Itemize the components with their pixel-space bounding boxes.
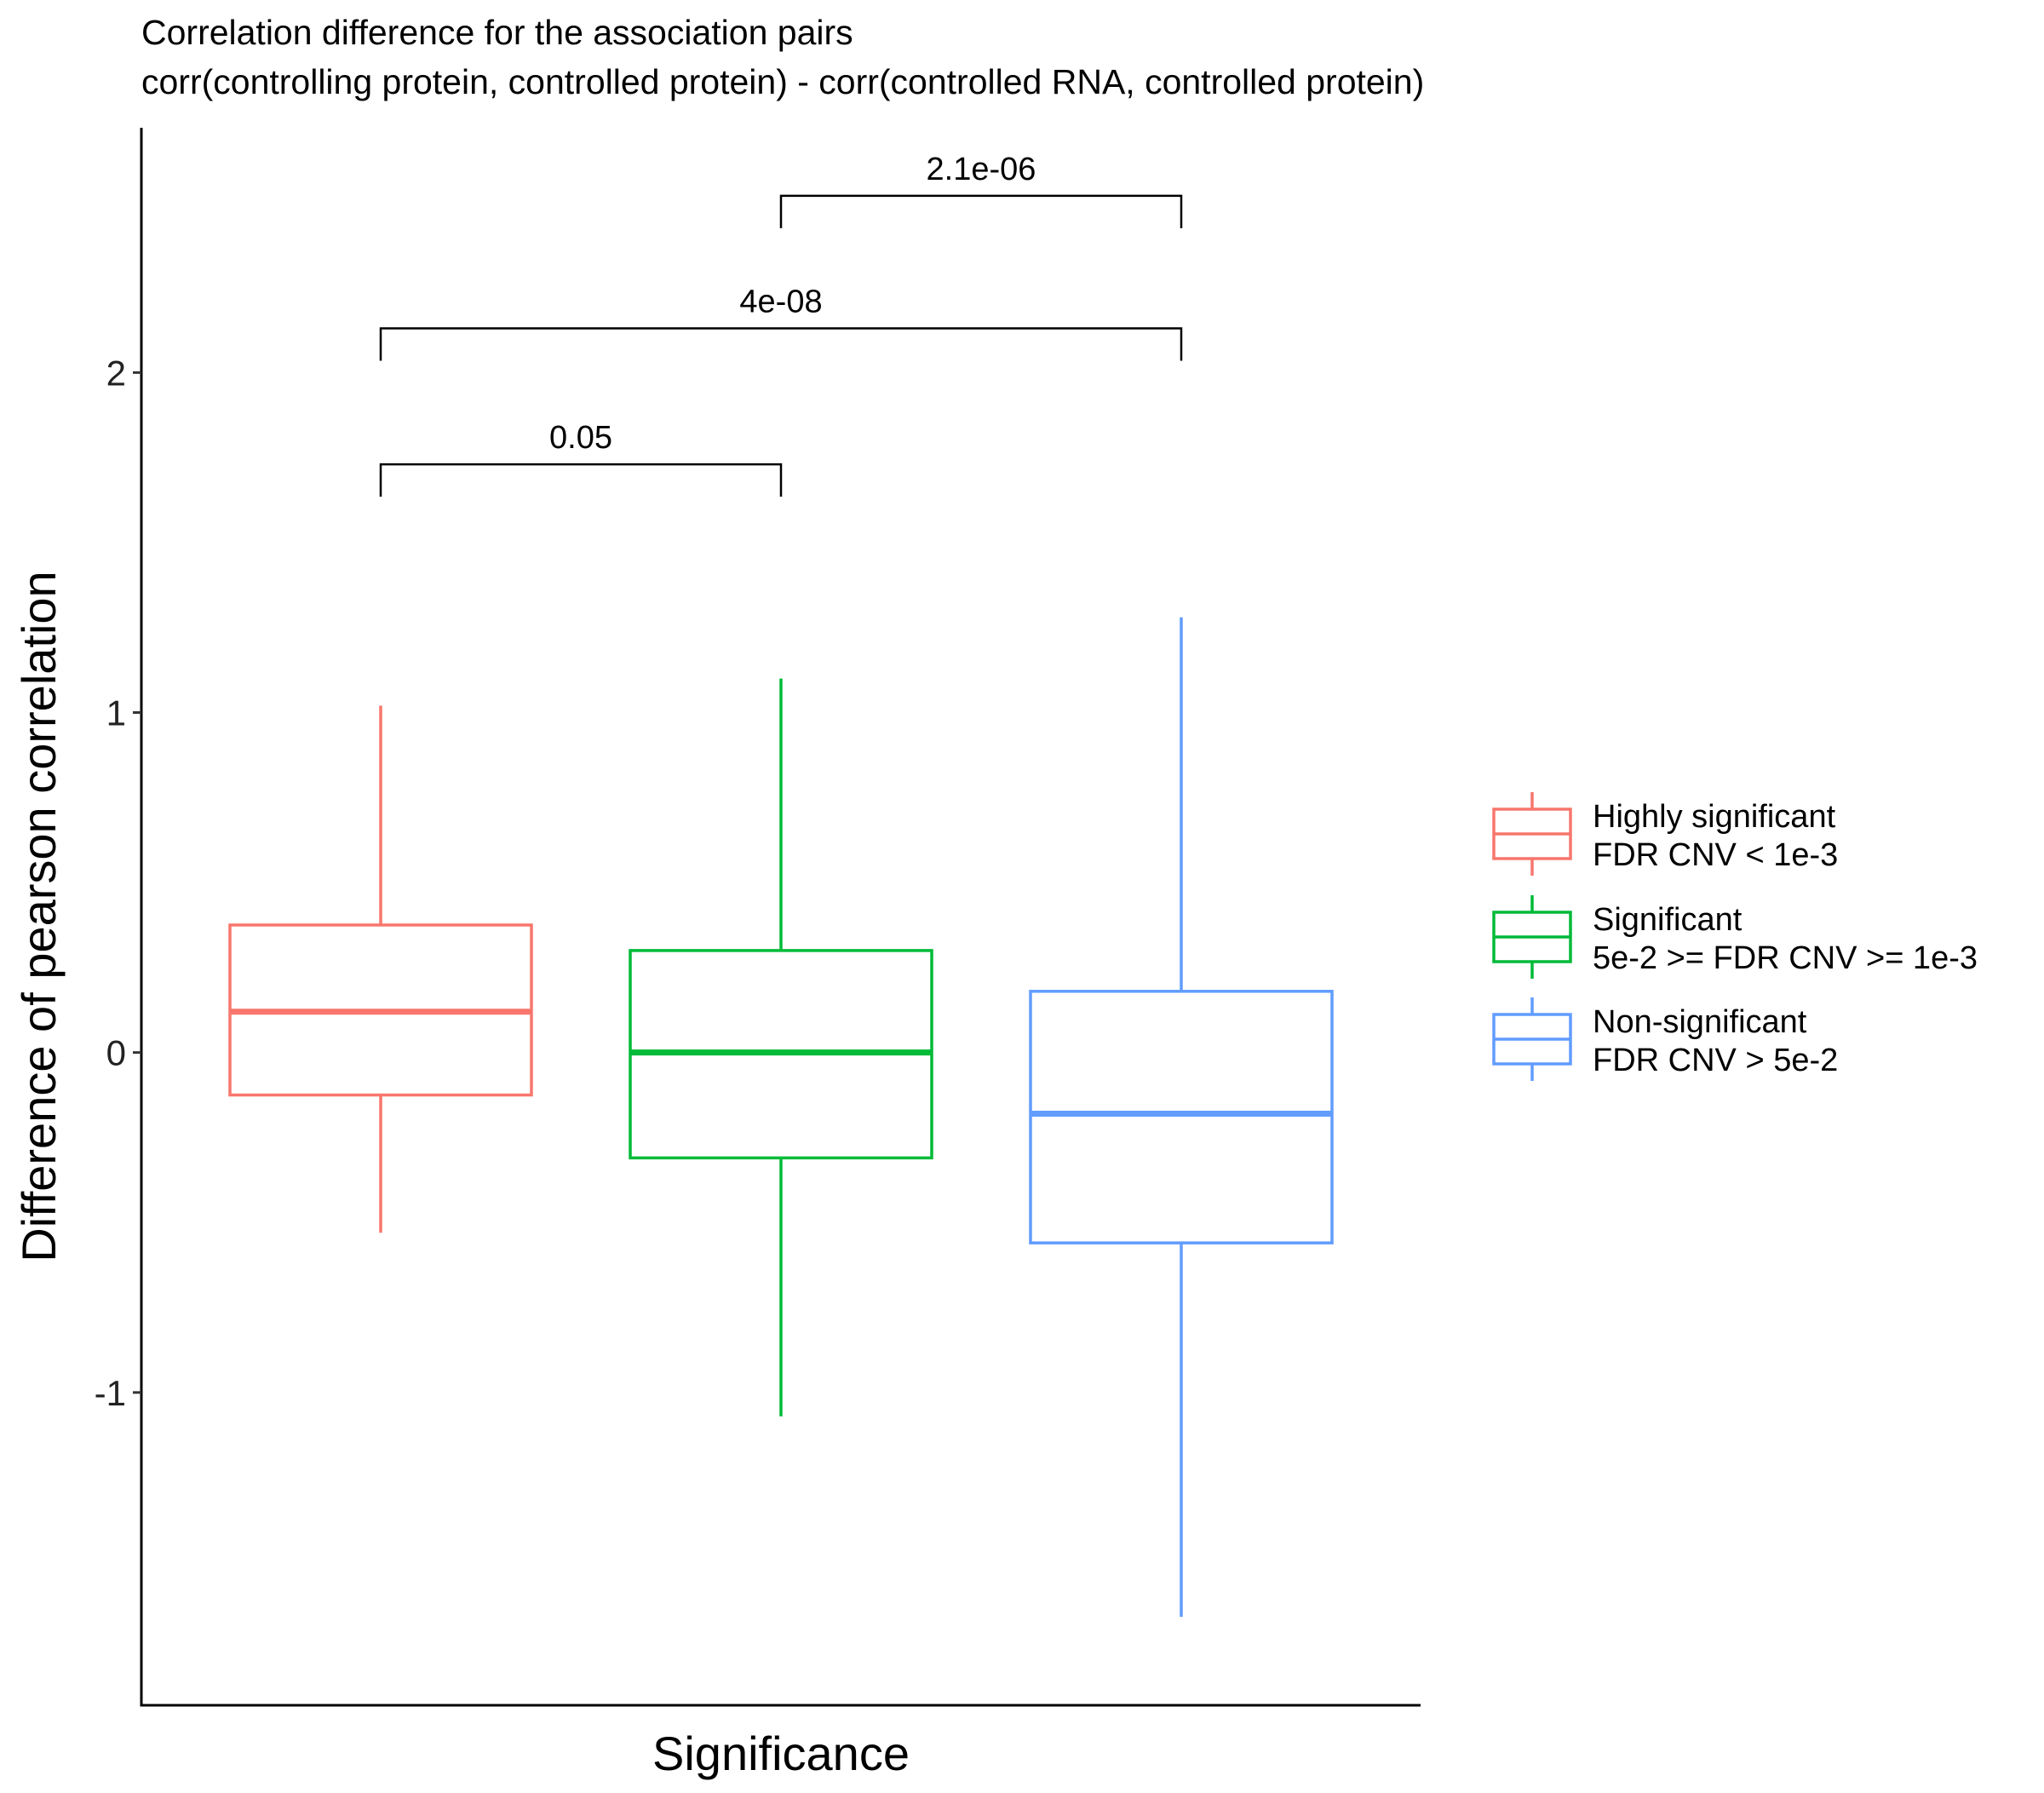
significance-bracket: 4e-08: [379, 284, 1183, 361]
legend-key: [1492, 997, 1572, 1081]
legend-label: Highly significant FDR CNV < 1e-3: [1593, 799, 1838, 873]
y-tick-label: 0: [106, 1033, 126, 1073]
bracket-line: [379, 327, 1183, 361]
y-axis-title: Difference of pearson correlation: [12, 571, 66, 1261]
box-group: [629, 678, 933, 1417]
bracket-line: [379, 463, 783, 497]
legend-item: Significant 5e-2 >= FDR CNV >= 1e-3: [1492, 895, 1978, 979]
legend-key: [1492, 792, 1572, 876]
bracket-line: [779, 194, 1183, 228]
box-group: [1029, 617, 1334, 1618]
legend-label: Non-significant FDR CNV > 5e-2: [1593, 1004, 1838, 1078]
legend: Highly significant FDR CNV < 1e-3 Signific…: [1492, 792, 1978, 1081]
p-value-label: 4e-08: [739, 284, 822, 319]
legend-key: [1492, 895, 1572, 979]
x-axis-title: Significance: [652, 1727, 910, 1780]
box-group: [228, 705, 533, 1233]
y-tick-label: 1: [106, 693, 126, 733]
y-ticks: -1 0 1 2: [95, 353, 141, 1413]
iqr-box: [1029, 990, 1334, 1244]
significance-bracket: 0.05: [379, 420, 783, 497]
chart-subtitle: corr(controlling protein, controlled pro…: [141, 62, 1424, 101]
legend-item: Highly significant FDR CNV < 1e-3: [1492, 792, 1838, 876]
chart-title: Correlation difference for the associati…: [141, 13, 853, 52]
p-value-label: 2.1e-06: [927, 152, 1036, 187]
plot-area: 0.05 4e-08 2.1e-06: [228, 152, 1334, 1618]
p-value-label: 0.05: [549, 420, 612, 456]
legend-label: Significant 5e-2 >= FDR CNV >= 1e-3: [1593, 902, 1978, 976]
significance-bracket: 2.1e-06: [779, 152, 1183, 228]
y-tick-label: -1: [95, 1373, 126, 1413]
legend-item: Non-significant FDR CNV > 5e-2: [1492, 997, 1838, 1081]
y-tick-label: 2: [106, 353, 126, 393]
